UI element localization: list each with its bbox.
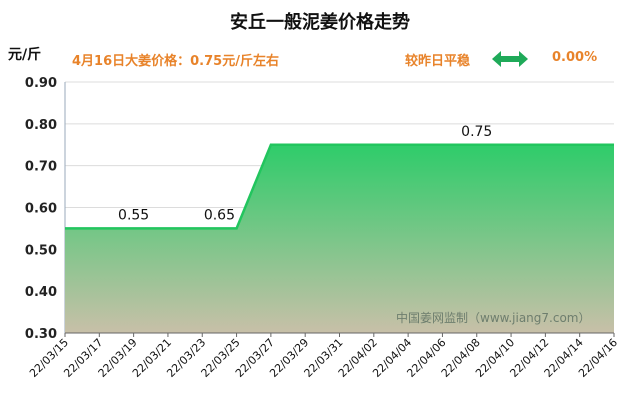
price-summary: 4月16日大姜价格：0.75元/斤左右: [72, 54, 279, 69]
y-tick-label: 0.50: [25, 243, 57, 258]
data-labels: 0.55 0.65 0.75: [118, 124, 492, 224]
data-label: 0.75: [461, 124, 492, 140]
y-tick-label: 0.90: [25, 76, 57, 91]
y-tick-label: 0.70: [25, 160, 57, 175]
y-axis: 0.30 0.40 0.50 0.60 0.70 0.80 0.90: [25, 76, 66, 342]
data-label: 0.65: [204, 207, 235, 223]
price-line: [65, 143, 614, 230]
y-tick-label: 0.80: [25, 118, 57, 133]
y-tick-label: 0.60: [25, 202, 57, 217]
data-label: 0.55: [118, 207, 149, 223]
y-tick-label: 0.40: [25, 285, 57, 300]
price-area: [65, 144, 614, 333]
compare-label: 较昨日平稳: [405, 54, 471, 69]
watermark: 中国姜网监制（www.jiang7.com）: [396, 310, 590, 325]
double-arrow-icon: [492, 51, 528, 67]
x-tick-labels: 22/03/1522/03/1722/03/1922/03/2122/03/23…: [27, 333, 620, 380]
y-tick-label: 0.30: [25, 327, 57, 342]
y-unit-label: 元/斤: [8, 47, 42, 63]
chart-title: 安丘一般泥姜价格走势: [230, 12, 410, 33]
change-value: 0.00%: [552, 50, 598, 65]
